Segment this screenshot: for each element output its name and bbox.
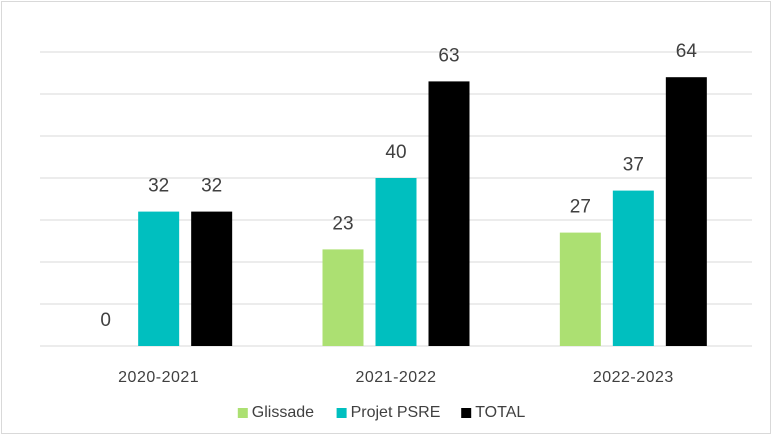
value-label: 0: [100, 310, 111, 331]
legend-swatch: [461, 408, 472, 418]
value-label: 32: [148, 176, 169, 197]
value-label: 27: [570, 197, 591, 218]
legend-label: Projet PSRE: [351, 404, 441, 421]
legend-label: Glissade: [252, 404, 314, 421]
bar: [612, 190, 654, 346]
legend-swatch: [237, 408, 248, 418]
x-tick-label: 2020-2021: [118, 369, 199, 386]
bar: [559, 232, 601, 346]
value-label: 40: [385, 142, 406, 163]
value-label: 63: [438, 45, 459, 66]
value-label: 32: [201, 176, 222, 197]
value-label: 37: [623, 155, 644, 176]
x-tick-label: 2022-2023: [593, 369, 674, 386]
legend-label: TOTAL: [475, 404, 525, 421]
bar: [191, 211, 233, 346]
bar: [665, 77, 707, 346]
bar: [375, 178, 417, 346]
bar: [322, 249, 364, 346]
bar: [428, 81, 470, 347]
x-tick-label: 2021-2022: [355, 369, 436, 386]
legend-swatch: [336, 408, 347, 418]
value-label: 23: [332, 213, 353, 234]
bar: [138, 211, 180, 346]
value-label: 64: [676, 41, 698, 62]
